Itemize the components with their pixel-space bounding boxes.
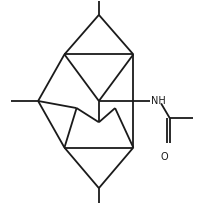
Text: O: O	[160, 152, 168, 162]
Text: NH: NH	[151, 96, 165, 106]
